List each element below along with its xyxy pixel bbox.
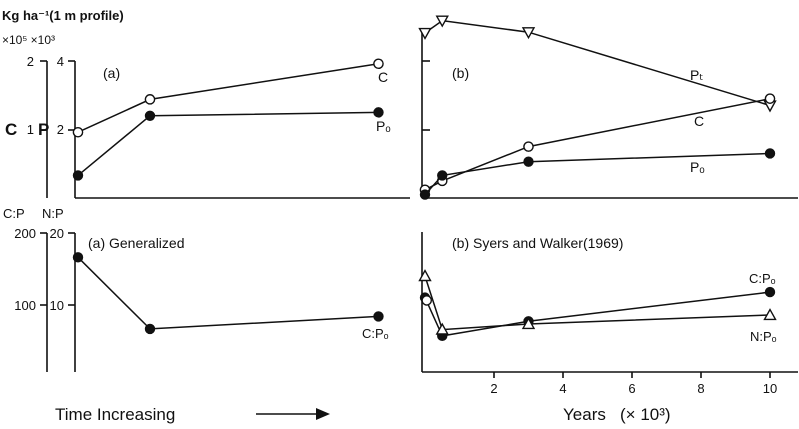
series-label-cpo-bottom-right: C:Pₒ: [749, 271, 776, 286]
top-right-p-point-0: [419, 189, 431, 200]
top-left-c-point-2: [373, 58, 384, 70]
units-label: Kg ha⁻¹(1 m profile): [2, 8, 124, 23]
x-tick-label-6: 6: [628, 381, 635, 396]
bottom-right-n-p-point-2: [521, 317, 536, 330]
top-right-p-point-1: [437, 170, 448, 181]
bottom-left-c-p-point-1: [144, 323, 156, 335]
series-label-c-top-right: C: [694, 113, 704, 129]
bottom-right-axes: [421, 232, 798, 373]
top-left-p-point-2: [373, 107, 384, 118]
top-right-plot: [418, 15, 777, 200]
x-tick-label-10: 10: [763, 381, 777, 396]
bottom-right-n-p-point-3: [763, 308, 777, 321]
top-right-axes: [421, 29, 798, 199]
top-right-p-point-1: [435, 15, 449, 28]
series-label-npo-bottom-right: N:Pₒ: [750, 329, 777, 344]
top-left-p-point-1: [144, 110, 156, 122]
panel-label-top-right: (b): [452, 65, 469, 81]
cp-tick-label-200: 200: [14, 226, 36, 241]
arrow-right-icon: [256, 408, 330, 420]
np-tick-label-10: 10: [50, 298, 64, 313]
np-tick-label-20: 20: [50, 226, 64, 241]
x-tick-label-8: 8: [697, 381, 704, 396]
bottom-right-open-circle-point-0: [421, 295, 433, 306]
left-x-label: Time Increasing: [55, 405, 175, 424]
bottom-right-n-p-point-1: [435, 322, 449, 335]
top-right-p-point-3: [764, 148, 776, 159]
top-right-p-point-0: [418, 27, 432, 40]
c-tick-label-2: 2: [27, 54, 34, 69]
top-left-axes: [40, 60, 410, 199]
multipliers-label: ×10⁵ ×10³: [2, 33, 55, 47]
series-label-po-top-left: Pₒ: [376, 118, 391, 134]
top-right-c-line: [424, 97, 771, 191]
top-right-p-point-2: [521, 27, 536, 40]
series-label-po-top-right: Pₒ: [690, 159, 705, 175]
top-right-p-line: [424, 152, 771, 196]
panel-label-bottom-left: (a) Generalized: [88, 235, 185, 251]
series-label-cpo-bottom-left: C:Pₒ: [362, 326, 389, 341]
bottom-right-n-p-point-0: [418, 269, 432, 282]
bottom-right-c-p-line: [424, 291, 771, 337]
top-right-c-point-3: [764, 93, 776, 104]
bottom-right-n-p-line: [424, 275, 771, 331]
panel-label-bottom-right: (b) Syers and Walker(1969): [452, 235, 623, 251]
p-tick-label-2: 2: [57, 122, 64, 137]
bottom-left-c-p-point-2: [373, 311, 384, 322]
right-x-label: Years (× 10³): [563, 405, 671, 424]
top-left-plot: [72, 58, 384, 181]
bottom-right-x-ticks: 2 4 6 8 10: [490, 372, 777, 396]
top-left-p-point-0: [72, 170, 84, 181]
top-left-c-point-1: [144, 94, 156, 105]
series-label-pt-top-right: Pₜ: [690, 67, 703, 83]
top-left-c-point-0: [72, 126, 84, 138]
bottom-right-plot: [418, 269, 777, 342]
top-right-p-line: [424, 19, 771, 107]
series-label-c-top-left: C: [378, 69, 388, 85]
axis-title-c: C: [5, 120, 17, 139]
top-right-p-point-2: [523, 156, 534, 167]
axis-title-cp: C:P: [3, 206, 25, 221]
cp-tick-label-100: 100: [14, 298, 36, 313]
top-left-p-line: [77, 111, 379, 176]
bottom-left-c-p-line: [77, 256, 379, 330]
bottom-left-c-p-point-0: [72, 252, 84, 263]
bottom-left-plot: [72, 252, 384, 335]
axis-title-np: N:P: [42, 206, 64, 221]
p-tick-label-4: 4: [57, 54, 64, 69]
x-tick-label-4: 4: [559, 381, 566, 396]
top-right-c-point-2: [523, 141, 534, 152]
bottom-right-c-p-point-3: [764, 286, 776, 298]
top-left-c-line: [77, 62, 379, 133]
panel-label-top-left: (a): [103, 65, 120, 81]
c-tick-label-1: 1: [27, 122, 34, 137]
x-tick-label-2: 2: [490, 381, 497, 396]
